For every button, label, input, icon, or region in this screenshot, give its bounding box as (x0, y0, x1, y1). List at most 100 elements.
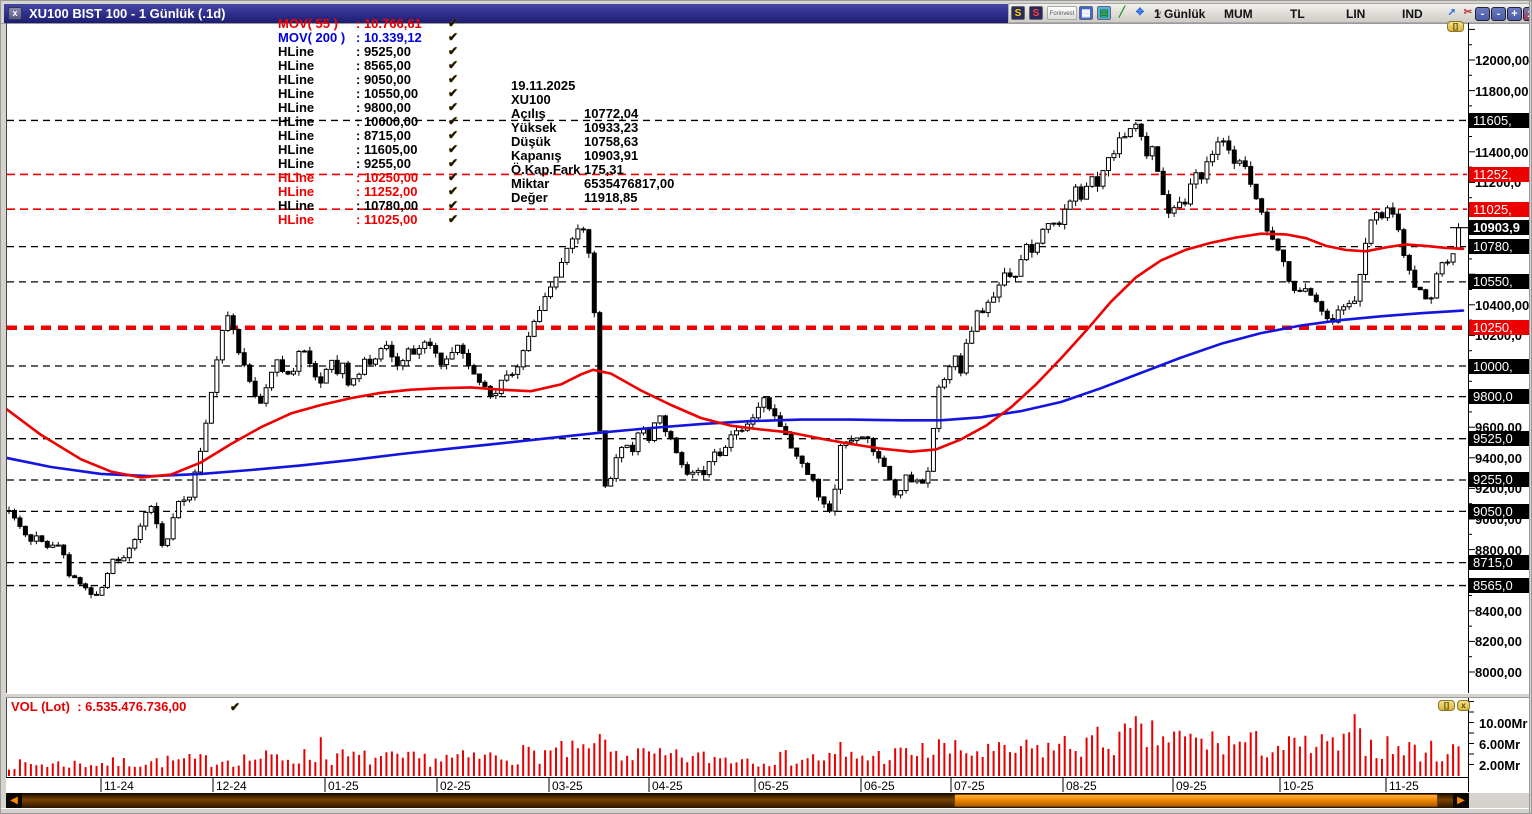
indicator-name: HLine (278, 72, 315, 87)
indicator-row[interactable]: HLine: 11025,00 ✔ (278, 212, 468, 227)
window-button-maximize[interactable]: + (1507, 7, 1522, 21)
info-row: Yüksek 10933,23 (511, 120, 638, 135)
indicator-yellow-icon[interactable]: S (1011, 6, 1025, 20)
indicator-name: HLine (278, 170, 315, 185)
indicator-row[interactable]: HLine: 10000,00 ✔ (278, 114, 468, 129)
toolbar-menu-mum[interactable]: MUM (1224, 7, 1253, 21)
indicator-row[interactable]: HLine: 10780,00 ✔ (278, 198, 468, 213)
time-scrollbar[interactable]: ◀ ▶ (6, 793, 1469, 808)
title-bar[interactable]: x XU100 BIST 100 - 1 Günlük (.1d) (4, 4, 1008, 23)
main-pane-restore-button[interactable]: [] (1447, 21, 1464, 32)
indicator-check-icon: ✔ (448, 184, 459, 198)
month-tick-label: 09-25 (1176, 779, 1207, 793)
price-tick-label: 11800,00 (1475, 83, 1529, 99)
price-badge-11025: 11025, (1469, 201, 1531, 217)
indicator-row[interactable]: HLine: 9050,00 ✔ (278, 72, 468, 87)
toolbar-menu-tl[interactable]: TL (1290, 7, 1305, 21)
indicator-name: HLine (278, 86, 315, 101)
scroll-right-icon[interactable]: ▶ (1453, 793, 1469, 808)
indicator-name: HLine (278, 114, 315, 129)
pane-divider[interactable] (6, 693, 1529, 698)
indicator-name: HLine (278, 198, 315, 213)
info-date: 19.11.2025 (511, 78, 576, 93)
indicator-row[interactable]: MOV( 55 ): 10.766,61 ✔ (278, 16, 468, 31)
indicator-row[interactable]: HLine : 10550,00 ✔ (278, 86, 468, 101)
info-row: Kapanış 10903,91 (511, 148, 638, 163)
info-row: Ö.Kap.Fark 175,31 (511, 162, 624, 177)
price-tick-label: 10400,00 (1475, 297, 1530, 313)
indicator-value: : 10.766,61 (356, 16, 422, 31)
indicator-row[interactable]: HLine : 11252,00 ✔ (278, 184, 468, 199)
month-tick-label: 05-25 (758, 779, 789, 793)
info-field-label: Açılış (511, 106, 546, 121)
price-tick-label: 12000,00 (1475, 53, 1530, 68)
vol-pane-restore-button[interactable]: [] (1438, 700, 1455, 711)
window-button-minimize[interactable]: - (1475, 7, 1490, 21)
info-row: Miktar 6535476817,00 (511, 176, 674, 191)
volume-tick-label: 10.00Mr (1479, 715, 1528, 731)
vol-label: VOL (Lot) (11, 699, 70, 714)
volume-indicator-label[interactable]: VOL (Lot) : 6.535.476.736,00 ✔ (11, 699, 240, 714)
chart-plot-area[interactable] (6, 23, 1529, 793)
volume-tick-label: 2.00Mr (1479, 757, 1521, 773)
indicator-check-icon: ✔ (448, 30, 459, 44)
price-tick-label: 8200,00 (1475, 634, 1522, 650)
send-arrow-icon[interactable]: ➚ (1447, 7, 1457, 18)
indicator-name: HLine (278, 100, 315, 115)
month-tick-label: 12-24 (216, 779, 247, 793)
price-badge-10000: 10000, (1469, 358, 1531, 374)
indicator-row[interactable]: HLine: 8715,00 ✔ (278, 128, 468, 143)
price-badge-10550: 10550, (1469, 274, 1531, 290)
forinvest-button[interactable]: Forinvest (1047, 6, 1077, 20)
month-tick-label: 01-25 (328, 779, 359, 793)
indicator-value: : 10550,00 (356, 86, 419, 101)
indicator-check-icon: ✔ (448, 100, 459, 114)
window-button-restore[interactable]: - (1491, 7, 1506, 21)
info-field-value: 10772,04 (584, 106, 639, 121)
vol-pane-close-button[interactable]: x (1457, 700, 1470, 711)
move-cross-icon[interactable]: ✥ (1135, 7, 1145, 18)
scrollbar-thumb[interactable] (954, 794, 1438, 807)
price-badge-9800: 9800,0 (1469, 389, 1531, 405)
toolbar-menu-1-günlük[interactable]: 1 Günlük (1154, 7, 1206, 21)
wave-line-icon[interactable]: ∿ (1153, 7, 1163, 18)
indicator-check-icon: ✔ (448, 198, 459, 212)
price-tick-label: 8000,00 (1475, 665, 1522, 680)
indicator-row[interactable]: HLine: 9525,00 ✔ (278, 44, 468, 59)
chart-style-icon[interactable]: ▤ (1097, 6, 1111, 20)
window-frame-bottom (1, 808, 1531, 813)
window-frame-right (1529, 1, 1531, 813)
price-tick-label: 11400,00 (1475, 144, 1529, 160)
info-field-value: 10933,23 (584, 120, 639, 135)
indicator-row[interactable]: HLine: 9800,00 ✔ (278, 100, 468, 115)
month-tick-label: 10-25 (1283, 779, 1314, 793)
matrix-grid-icon[interactable]: ▦ (1079, 6, 1093, 20)
info-field-label: Düşük (511, 134, 551, 149)
indicator-row[interactable]: HLine : 10250,00 ✔ (278, 170, 468, 185)
indicator-name: HLine (278, 58, 315, 73)
indicator-row[interactable]: HLine: 9255,00 ✔ (278, 156, 468, 171)
indicator-name: HLine (278, 184, 315, 199)
close-chart-icon[interactable]: x (8, 7, 22, 20)
indicator-red-icon[interactable]: S (1029, 6, 1043, 20)
indicator-check-icon: ✔ (448, 86, 459, 100)
pencil-draw-icon[interactable]: ╱ (1118, 7, 1126, 18)
info-field-label: Ö.Kap.Fark (511, 162, 581, 177)
indicator-value: : 10250,00 (356, 170, 419, 185)
indicator-value: : 11252,00 (356, 184, 418, 199)
indicator-check-icon: ✔ (448, 16, 459, 30)
indicator-value: : 8715,00 (356, 128, 411, 143)
toolbar-menu-lin[interactable]: LIN (1346, 7, 1366, 21)
vol-value: : 6.535.476.736,00 (77, 699, 187, 714)
indicator-row[interactable]: HLine: 11605,00 ✔ (278, 142, 468, 157)
info-row: Düşük 10758,63 (511, 134, 638, 149)
toolbar-menu-ind[interactable]: IND (1402, 7, 1423, 21)
indicator-check-icon: ✔ (448, 170, 459, 184)
volume-tick-label: 6.00Mr (1479, 736, 1521, 752)
indicator-row[interactable]: HLine: 8565,00 ✔ (278, 58, 468, 73)
indicator-value: : 10.339,12 (356, 30, 422, 45)
indicator-value: : 11605,00 (356, 142, 418, 157)
scroll-left-icon[interactable]: ◀ (6, 793, 22, 808)
tools-icon[interactable]: ✂ (1463, 7, 1473, 18)
indicator-row[interactable]: MOV( 200 ): 10.339,12 ✔ (278, 30, 468, 45)
